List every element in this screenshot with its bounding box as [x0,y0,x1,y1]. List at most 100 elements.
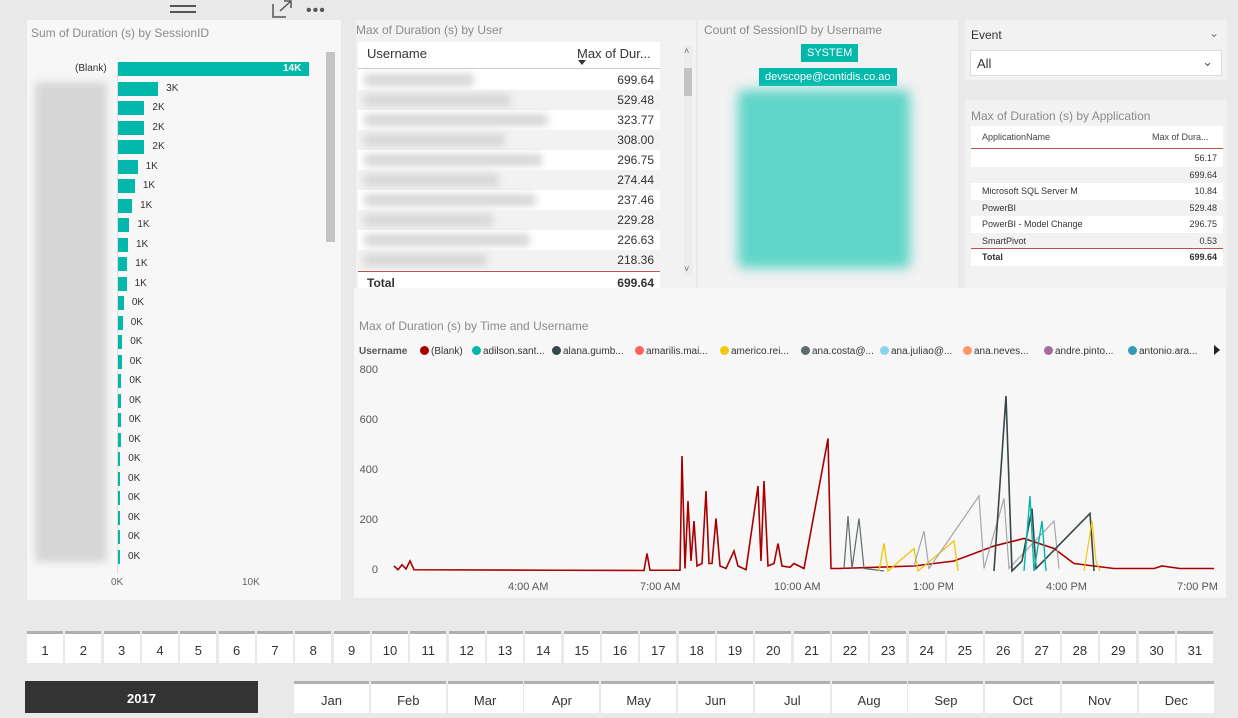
session-bar[interactable] [117,413,121,427]
month-feb-button[interactable]: Feb [370,681,446,713]
day-5-button[interactable]: 5 [180,631,217,663]
day-22-button[interactable]: 22 [831,631,868,663]
session-bar[interactable] [117,218,130,232]
session-bar[interactable] [117,315,123,330]
scrollbar[interactable] [326,52,335,242]
session-bar[interactable] [117,62,309,76]
table-row[interactable] [971,232,1223,249]
day-24-button[interactable]: 24 [908,631,945,663]
day-25-button[interactable]: 25 [946,631,983,663]
session-bar[interactable] [117,237,128,252]
legend-item[interactable]: amarilis.mai... [635,346,708,357]
event-dropdown[interactable]: All ⌄ [970,50,1222,76]
drag-handle-icon[interactable] [170,4,196,14]
day-3-button[interactable]: 3 [103,631,140,663]
time-line-chart[interactable]: Max of Duration (s) by Time and Username… [354,288,1226,598]
day-13-button[interactable]: 13 [486,631,523,663]
month-apr-button[interactable]: Apr [524,681,600,713]
table-scrollbar[interactable] [684,46,692,276]
session-bar[interactable] [117,471,121,486]
session-bar[interactable] [117,530,120,544]
legend-item[interactable]: andre.pinto... [1044,346,1113,357]
day-28-button[interactable]: 28 [1061,631,1098,663]
day-19-button[interactable]: 19 [716,631,753,663]
application-table[interactable]: Max of Duration (s) by Application Appli… [965,100,1227,290]
session-bar[interactable] [117,510,120,525]
legend-item[interactable]: ana.neves... [963,346,1028,357]
legend-item[interactable]: antonio.ara... [1128,346,1197,357]
day-8-button[interactable]: 8 [295,631,332,663]
day-14-button[interactable]: 14 [525,631,562,663]
legend-item[interactable]: ana.costa@... [801,346,874,357]
day-2-button[interactable]: 2 [65,631,102,663]
application-name-header[interactable]: ApplicationName [982,132,1051,142]
month-may-button[interactable]: May [601,681,677,713]
session-bar[interactable] [117,296,124,310]
count-by-username[interactable]: Count of SessionID by Username SYSTEM de… [698,20,958,290]
day-6-button[interactable]: 6 [218,631,255,663]
year-button[interactable]: 2017 [25,681,258,713]
day-31-button[interactable]: 31 [1176,631,1213,663]
table-row[interactable] [971,150,1223,166]
day-1-button[interactable]: 1 [27,631,63,663]
session-bar[interactable] [117,81,159,96]
session-bar[interactable] [117,120,145,135]
focus-mode-icon[interactable] [271,0,293,18]
month-dec-button[interactable]: Dec [1138,681,1214,713]
session-bar[interactable] [117,257,128,271]
legend-next-icon[interactable] [1214,345,1220,355]
max-duration-column-header[interactable]: Max of Dur... [577,46,651,61]
session-bar[interactable] [117,276,127,291]
session-bar[interactable] [117,432,121,447]
session-bar[interactable] [117,549,120,564]
scroll-up-icon[interactable]: ˄ [684,46,690,56]
legend-item[interactable]: americo.rei... [720,346,789,357]
day-27-button[interactable]: 27 [1023,631,1060,663]
day-29-button[interactable]: 29 [1100,631,1137,663]
session-bar[interactable] [117,335,123,349]
day-11-button[interactable]: 11 [410,631,447,663]
legend-item[interactable]: (Blank) [420,346,463,357]
day-20-button[interactable]: 20 [755,631,792,663]
scroll-down-icon[interactable]: ˅ [684,264,690,274]
table-row[interactable] [971,166,1223,183]
month-oct-button[interactable]: Oct [985,681,1061,713]
day-7-button[interactable]: 7 [256,631,293,663]
day-30-button[interactable]: 30 [1138,631,1175,663]
legend-item[interactable]: alana.gumb... [552,346,624,357]
table-row[interactable] [971,216,1223,232]
day-4-button[interactable]: 4 [141,631,178,663]
sessions-bar-chart[interactable]: Sum of Duration (s) by SessionID (Blank)… [27,20,341,600]
max-duration-header[interactable]: Max of Dura... [1152,132,1209,142]
session-bar[interactable] [117,159,138,174]
more-options-icon[interactable]: ••• [306,2,326,19]
month-jul-button[interactable]: Jul [754,681,830,713]
users-table[interactable]: Max of Duration (s) by User Username Max… [356,20,696,294]
month-nov-button[interactable]: Nov [1062,681,1137,713]
devscope-badge[interactable]: devscope@contidis.co.ao [759,68,897,86]
month-mar-button[interactable]: Mar [447,681,523,713]
session-bar[interactable] [117,354,122,369]
legend-item[interactable]: ana.juliao@... [880,346,952,357]
legend-item[interactable]: adilson.sant... [472,346,545,357]
session-bar[interactable] [117,393,122,408]
session-bar[interactable] [117,452,121,466]
slicer-collapse-icon[interactable]: ⌄ [1209,26,1220,40]
day-21-button[interactable]: 21 [793,631,830,663]
day-10-button[interactable]: 10 [371,631,408,663]
table-scroll-thumb[interactable] [684,68,692,96]
month-sep-button[interactable]: Sep [908,681,984,713]
month-jan-button[interactable]: Jan [294,681,369,713]
system-badge[interactable]: SYSTEM [801,44,859,62]
session-bar[interactable] [117,179,135,193]
month-aug-button[interactable]: Aug [831,681,907,713]
username-column-header[interactable]: Username [367,46,427,61]
month-jun-button[interactable]: Jun [678,681,753,713]
table-row[interactable] [971,183,1223,199]
session-bar[interactable] [117,491,120,505]
session-bar[interactable] [117,374,122,388]
day-12-button[interactable]: 12 [448,631,485,663]
day-16-button[interactable]: 16 [601,631,638,663]
day-23-button[interactable]: 23 [870,631,907,663]
day-9-button[interactable]: 9 [333,631,370,663]
